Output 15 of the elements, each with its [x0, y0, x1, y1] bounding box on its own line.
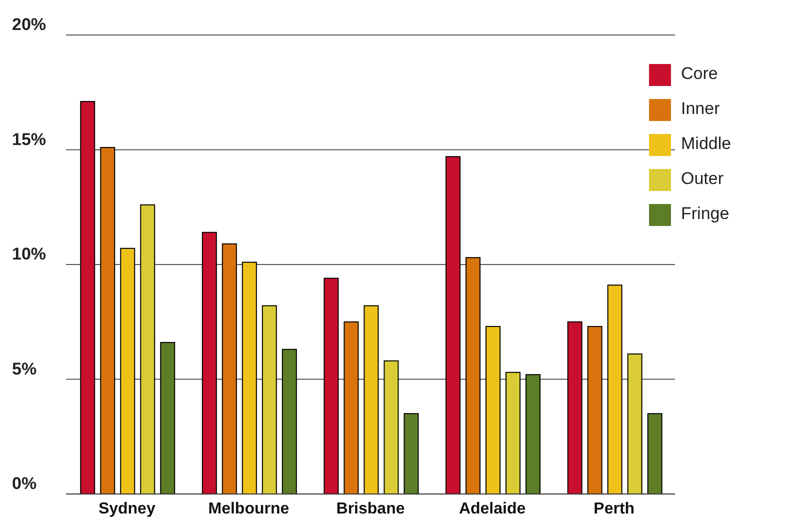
y-tick-label: 20% [12, 15, 46, 34]
x-tick-label: Brisbane [336, 500, 405, 518]
x-tick-label: Melbourne [208, 500, 290, 518]
legend-label: Fringe [681, 204, 730, 223]
y-tick-label: 15% [12, 130, 46, 149]
legend-label: Inner [681, 99, 720, 118]
legend-label: Outer [681, 169, 724, 188]
y-tick-label: 0% [12, 474, 37, 493]
y-tick-label: 10% [12, 244, 46, 264]
x-tick-label: Adelaide [458, 500, 526, 518]
y-tick-label: 5% [12, 359, 37, 378]
x-tick-label: Sydney [98, 500, 156, 518]
legend-label: Middle [681, 134, 732, 153]
legend-label: Core [681, 64, 718, 83]
x-tick-label: Perth [594, 500, 635, 518]
